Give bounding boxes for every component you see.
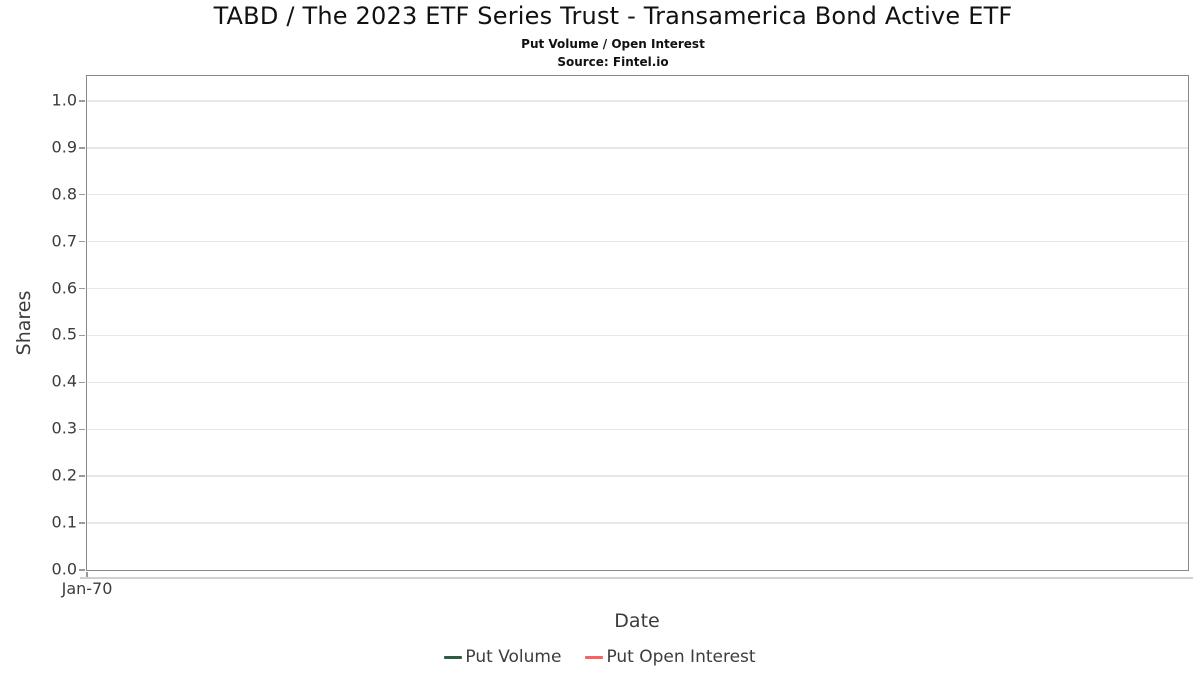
legend: Put Volume Put Open Interest — [0, 647, 1200, 667]
legend-label: Put Open Interest — [606, 647, 756, 667]
y-tick-mark — [79, 334, 85, 337]
legend-label: Put Volume — [465, 647, 562, 667]
x-axis-label: Date — [614, 610, 660, 632]
gridline — [87, 147, 1188, 149]
gridline — [87, 193, 1188, 196]
chart-title: TABD / The 2023 ETF Series Trust - Trans… — [213, 2, 1013, 30]
y-tick-label: 0.0 — [51, 559, 77, 579]
series-lines — [87, 76, 1188, 570]
y-tick-mark — [79, 522, 85, 524]
y-tick-mark — [79, 475, 85, 477]
legend-item: Put Open Interest — [585, 647, 756, 667]
y-tick-mark — [79, 100, 85, 102]
chart-subtitle: Put Volume / Open Interest — [521, 37, 705, 51]
y-tick-mark — [79, 428, 85, 430]
x-tick-mark — [86, 571, 88, 577]
gridline — [87, 287, 1188, 290]
y-tick-label: 0.2 — [51, 465, 77, 485]
legend-line-swatch — [585, 655, 604, 659]
y-tick-label: 0.7 — [51, 231, 77, 251]
y-tick-mark — [79, 147, 85, 149]
gridline — [87, 428, 1188, 430]
gridline — [87, 475, 1188, 477]
x-tick-label: Jan-70 — [61, 579, 113, 598]
y-tick-label: 0.8 — [51, 184, 77, 204]
chart-source: Source: Fintel.io — [557, 55, 669, 69]
y-tick-label: 0.4 — [51, 372, 77, 392]
y-tick-mark — [79, 193, 85, 196]
y-tick-label: 0.6 — [51, 278, 77, 298]
legend-line-swatch — [444, 655, 463, 659]
y-tick-label: 0.9 — [51, 137, 77, 157]
gridline — [87, 240, 1188, 243]
y-tick-label: 0.5 — [51, 325, 77, 345]
chart-header: TABD / The 2023 ETF Series Trust - Trans… — [0, 0, 1200, 69]
gridline — [87, 334, 1188, 337]
y-tick-mark — [79, 287, 85, 290]
y-tick-label: 0.1 — [51, 512, 77, 532]
y-tick-mark — [79, 240, 85, 243]
y-axis-label: Shares — [13, 290, 35, 356]
legend-item: Put Volume — [444, 647, 561, 667]
y-tick-mark — [79, 381, 85, 384]
y-tick-label: 1.0 — [51, 90, 77, 110]
gridline — [87, 522, 1188, 524]
y-tick-label: 0.3 — [51, 418, 77, 438]
y-tick-mark — [79, 569, 85, 571]
gridline — [87, 381, 1188, 384]
gridline — [87, 100, 1188, 102]
x-axis-line — [80, 577, 1193, 579]
plot-area: 0.0 0.1 0.2 0.3 0.4 0.5 0.6 0.7 0.8 0.9 1.0 Jan-70 — [52, 75, 1189, 598]
